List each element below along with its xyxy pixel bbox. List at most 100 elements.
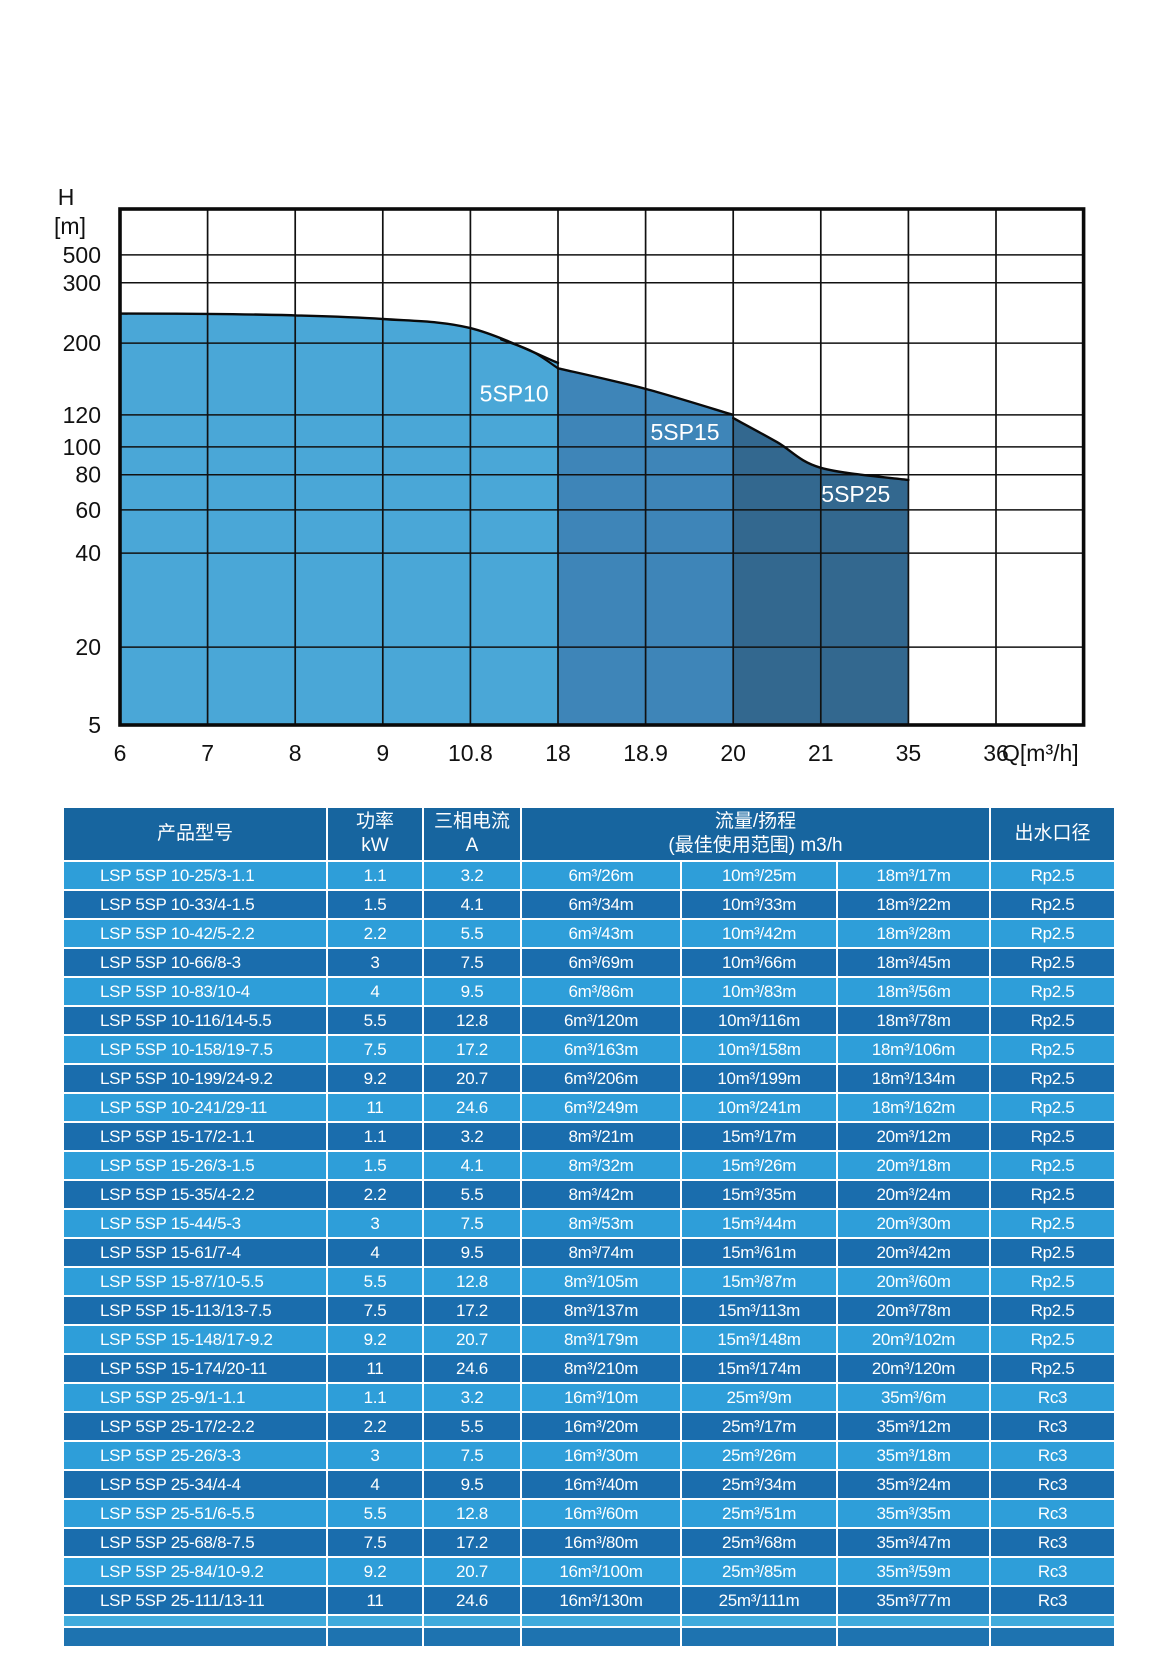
- cell-flow-2: 10m³/83m: [682, 978, 836, 1005]
- cell-outlet: Rp2.5: [991, 1181, 1115, 1208]
- x-tick-label: 10.8: [448, 740, 493, 766]
- cell-model: LSP 5SP 10-33/4-1.5: [64, 891, 326, 918]
- cell-current-a: 3.2: [424, 862, 520, 889]
- cell-model: LSP 5SP 15-35/4-2.2: [64, 1181, 326, 1208]
- cell-flow-3: 20m³/42m: [838, 1239, 990, 1266]
- cell-flow-1: 8m³/137m: [522, 1297, 680, 1324]
- cell-outlet: Rc3: [991, 1529, 1115, 1556]
- cell-flow-1: 16m³/30m: [522, 1442, 680, 1469]
- cell-flow-2: 15m³/174m: [682, 1355, 836, 1382]
- cell-model: LSP 5SP 15-87/10-5.5: [64, 1268, 326, 1295]
- cell-model: LSP 5SP 10-66/8-3: [64, 949, 326, 976]
- cell-flow-2: 10m³/158m: [682, 1036, 836, 1063]
- table-row: LSP 5SP 10-33/4-1.5 1.5 4.1 6m³/34m 10m³/33m…: [64, 891, 1115, 918]
- table-row: LSP 5SP 25-68/8-7.5 7.5 17.2 16m³/80m 25m³/6…: [64, 1529, 1115, 1556]
- table-row: LSP 5SP 25-34/4-4 4 9.5 16m³/40m 25m³/34m 35m…: [64, 1471, 1115, 1498]
- y-tick-label: 120: [63, 402, 101, 428]
- y-tick-label: 500: [63, 242, 101, 268]
- y-axis-title-unit: [m]: [54, 213, 86, 239]
- table-row: LSP 5SP 25-9/1-1.1 1.1 3.2 16m³/10m 25m³/9m 3…: [64, 1384, 1115, 1411]
- header-power: 功率 kW: [328, 808, 422, 860]
- cell-outlet: Rp2.5: [991, 1036, 1115, 1063]
- cell-model: LSP 5SP 10-25/3-1.1: [64, 862, 326, 889]
- cell-model: LSP 5SP 25-26/3-3: [64, 1442, 326, 1469]
- cell-outlet: Rp2.5: [991, 1239, 1115, 1266]
- cell-model: LSP 5SP 10-42/5-2.2: [64, 920, 326, 947]
- cell-flow-1: 8m³/32m: [522, 1152, 680, 1179]
- envelope-curve-5SP15: [556, 367, 735, 417]
- cell-flow-2: 25m³/34m: [682, 1471, 836, 1498]
- cell-power-kw: 11: [328, 1094, 422, 1121]
- y-tick-label: 80: [75, 462, 101, 488]
- cell-current-a: 20.7: [424, 1065, 520, 1092]
- cell-model: LSP 5SP 15-26/3-1.5: [64, 1152, 326, 1179]
- cell-model: LSP 5SP 25-34/4-4: [64, 1471, 326, 1498]
- cell-outlet: Rp2.5: [991, 1007, 1115, 1034]
- header-model-label: 产品型号: [156, 823, 233, 845]
- y-tick-label: 200: [63, 330, 101, 356]
- y-tick-label: 100: [63, 434, 101, 460]
- table-row: LSP 5SP 25-26/3-3 3 7.5 16m³/30m 25m³/26m 35m…: [64, 1442, 1115, 1469]
- cell-flow-3: 18m³/22m: [838, 891, 990, 918]
- header-model: 产品型号: [64, 808, 326, 860]
- cell-power-kw: 5.5: [328, 1500, 422, 1527]
- cell-current-a: 17.2: [424, 1297, 520, 1324]
- cell-flow-1: 6m³/120m: [522, 1007, 680, 1034]
- envelope-curve-5SP25: [732, 416, 910, 482]
- cell-flow-2: 15m³/26m: [682, 1152, 836, 1179]
- cell-current-a: 5.5: [424, 1181, 520, 1208]
- cell-flow-3: 18m³/17m: [838, 862, 990, 889]
- spec-table-body: LSP 5SP 10-25/3-1.1 1.1 3.2 6m³/26m 10m³/25m…: [64, 862, 1115, 1614]
- cell-flow-3: 35m³/6m: [838, 1384, 990, 1411]
- cell-outlet: Rp2.5: [991, 1065, 1115, 1092]
- plot-border: [118, 207, 1086, 727]
- cell-flow-2: 15m³/87m: [682, 1268, 836, 1295]
- x-tick-label: 36: [983, 740, 1009, 766]
- table-row: LSP 5SP 15-44/5-3 3 7.5 8m³/53m 15m³/44m 20m³…: [64, 1210, 1115, 1237]
- table-row: LSP 5SP 10-241/29-11 11 24.6 6m³/249m 10m³/2…: [64, 1094, 1115, 1121]
- cell-flow-1: 16m³/100m: [522, 1558, 680, 1585]
- table-row: LSP 5SP 10-42/5-2.2 2.2 5.5 6m³/43m 10m³/42m…: [64, 920, 1115, 947]
- cell-flow-2: 25m³/68m: [682, 1529, 836, 1556]
- y-tick-label: 40: [75, 540, 101, 566]
- cell-current-a: 9.5: [424, 978, 520, 1005]
- cell-model: LSP 5SP 25-9/1-1.1: [64, 1384, 326, 1411]
- cell-flow-2: 25m³/111m: [682, 1587, 836, 1614]
- cell-model: LSP 5SP 25-17/2-2.2: [64, 1413, 326, 1440]
- x-tick-label: 21: [808, 740, 834, 766]
- table-row: LSP 5SP 25-111/13-11 11 24.6 16m³/130m 25m³/…: [64, 1587, 1115, 1614]
- y-tick-label: 20: [75, 634, 101, 660]
- cell-outlet: Rc3: [991, 1558, 1115, 1585]
- cell-model: LSP 5SP 25-111/13-11: [64, 1587, 326, 1614]
- region-label-5SP25: 5SP25: [821, 481, 890, 507]
- cell-power-kw: 1.1: [328, 1123, 422, 1150]
- cell-flow-1: 8m³/53m: [522, 1210, 680, 1237]
- table-row: LSP 5SP 15-148/17-9.2 9.2 20.7 8m³/179m 15m³…: [64, 1326, 1115, 1353]
- envelope-curve-5SP10: [118, 312, 560, 365]
- cell-outlet: Rc3: [991, 1471, 1115, 1498]
- cell-model: LSP 5SP 15-113/13-7.5: [64, 1297, 326, 1324]
- cell-power-kw: 7.5: [328, 1297, 422, 1324]
- x-tick-label: 9: [376, 740, 389, 766]
- footer-strip-light: [64, 1616, 1115, 1626]
- cell-flow-1: 16m³/10m: [522, 1384, 680, 1411]
- cell-model: LSP 5SP 15-61/7-4: [64, 1239, 326, 1266]
- cell-model: LSP 5SP 25-68/8-7.5: [64, 1529, 326, 1556]
- cell-flow-3: 20m³/18m: [838, 1152, 990, 1179]
- cell-current-a: 5.5: [424, 920, 520, 947]
- cell-flow-3: 35m³/47m: [838, 1529, 990, 1556]
- cell-outlet: Rc3: [991, 1384, 1115, 1411]
- cell-flow-2: 10m³/116m: [682, 1007, 836, 1034]
- cell-flow-3: 35m³/24m: [838, 1471, 990, 1498]
- cell-model: LSP 5SP 25-84/10-9.2: [64, 1558, 326, 1585]
- cell-flow-2: 10m³/66m: [682, 949, 836, 976]
- table-row: LSP 5SP 15-61/7-4 4 9.5 8m³/74m 15m³/61m 20m³…: [64, 1239, 1115, 1266]
- cell-flow-3: 18m³/162m: [838, 1094, 990, 1121]
- y-tick-label: 300: [63, 270, 101, 296]
- cell-power-kw: 2.2: [328, 1181, 422, 1208]
- table-row: LSP 5SP 25-84/10-9.2 9.2 20.7 16m³/100m 25m³…: [64, 1558, 1115, 1585]
- cell-flow-3: 18m³/134m: [838, 1065, 990, 1092]
- cell-power-kw: 11: [328, 1355, 422, 1382]
- cell-power-kw: 7.5: [328, 1036, 422, 1063]
